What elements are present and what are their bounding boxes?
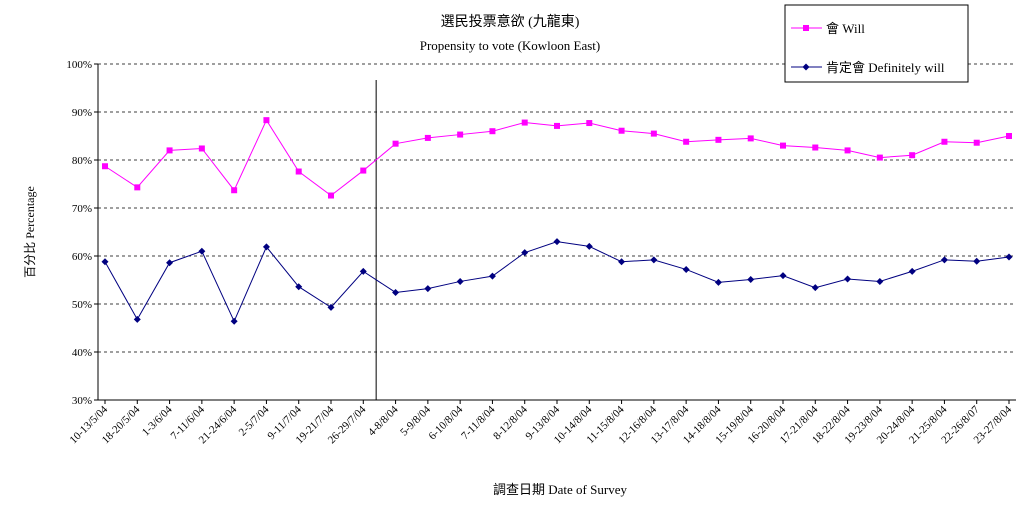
y-tick-label: 40% bbox=[72, 347, 92, 359]
x-tick-label: 6-10/8/04 bbox=[427, 403, 466, 442]
x-tick-labels: 10-13/5/0418-20/5/041-3/6/047-11/6/0421-… bbox=[67, 400, 1014, 446]
data-point bbox=[715, 136, 722, 143]
data-point bbox=[456, 277, 464, 285]
data-point bbox=[198, 145, 205, 152]
data-point bbox=[489, 128, 496, 135]
data-point bbox=[166, 147, 173, 154]
y-tick-label: 90% bbox=[72, 107, 92, 119]
data-point bbox=[553, 238, 561, 246]
series-line bbox=[104, 119, 1010, 197]
data-point bbox=[134, 184, 141, 191]
legend-box bbox=[784, 4, 969, 83]
x-tick-label: 8-12/8/04 bbox=[491, 403, 530, 442]
data-point bbox=[585, 242, 593, 250]
series-layer bbox=[101, 117, 1013, 325]
data-point bbox=[295, 168, 302, 175]
data-point bbox=[1005, 253, 1013, 261]
data-point bbox=[327, 303, 335, 311]
data-point bbox=[263, 117, 270, 124]
legend-will-marker bbox=[803, 25, 809, 31]
axes bbox=[97, 64, 1016, 401]
data-point bbox=[262, 243, 270, 251]
data-point bbox=[488, 272, 496, 280]
data-point bbox=[424, 134, 431, 141]
legend-definitely-will-marker bbox=[802, 63, 810, 71]
data-point bbox=[908, 267, 916, 275]
data-point bbox=[909, 152, 916, 159]
y-tick-label: 100% bbox=[66, 59, 92, 71]
data-point bbox=[359, 267, 367, 275]
data-point bbox=[521, 119, 528, 126]
data-point bbox=[102, 163, 108, 170]
data-point bbox=[586, 120, 593, 127]
legend-entry-definitely-will: 肯定會 Definitely will bbox=[791, 60, 945, 75]
data-point bbox=[683, 138, 690, 145]
data-point bbox=[457, 131, 464, 138]
chart-title: 選民投票意欲 (九龍東) bbox=[441, 13, 580, 30]
series-will bbox=[102, 117, 1012, 199]
chart-subtitle: Propensity to vote (Kowloon East) bbox=[420, 38, 601, 53]
data-point bbox=[973, 257, 981, 265]
data-point bbox=[618, 258, 626, 266]
data-point bbox=[940, 256, 948, 264]
data-point bbox=[682, 265, 690, 273]
data-point bbox=[328, 192, 334, 199]
data-point bbox=[844, 275, 852, 283]
data-point bbox=[295, 283, 303, 291]
data-point bbox=[780, 142, 786, 149]
data-point bbox=[198, 247, 206, 255]
data-point bbox=[973, 139, 980, 146]
y-tick-label: 30% bbox=[72, 395, 92, 407]
y-axis-label: 百分比 Percentage bbox=[23, 186, 37, 278]
data-point bbox=[876, 154, 883, 161]
legend-definitely-will-label: 肯定會 Definitely will bbox=[826, 60, 945, 75]
data-point bbox=[392, 288, 400, 296]
y-tick-label: 60% bbox=[72, 251, 92, 263]
data-point bbox=[230, 317, 238, 325]
data-point bbox=[747, 135, 754, 142]
data-point bbox=[360, 167, 367, 174]
legend: 會 Will 肯定會 Definitely will bbox=[784, 4, 969, 83]
data-point bbox=[844, 147, 851, 154]
gridlines bbox=[98, 63, 1016, 353]
data-point bbox=[779, 272, 787, 280]
legend-entry-will: 會 Will bbox=[791, 21, 865, 36]
data-point bbox=[166, 259, 174, 267]
data-point bbox=[101, 258, 109, 266]
data-point bbox=[812, 144, 819, 151]
data-point bbox=[392, 140, 399, 147]
y-tick-labels: 30% 40% 50% 60% 70% 80% 90% 100% bbox=[66, 59, 98, 407]
x-tick-label: 4-8/8/04 bbox=[366, 403, 401, 438]
data-point bbox=[811, 284, 819, 292]
data-point bbox=[747, 276, 755, 284]
legend-will-label: 會 Will bbox=[826, 21, 865, 36]
x-axis-label: 調查日期 Date of Survey bbox=[493, 482, 627, 497]
data-point bbox=[650, 130, 657, 137]
y-tick-label: 80% bbox=[72, 155, 92, 167]
data-point bbox=[1006, 133, 1012, 139]
data-point bbox=[521, 249, 529, 257]
series-line bbox=[104, 241, 1010, 323]
y-tick-label: 70% bbox=[72, 203, 92, 215]
series-definitely-will bbox=[101, 238, 1013, 325]
data-point bbox=[714, 278, 722, 286]
data-point bbox=[941, 138, 948, 145]
data-point bbox=[231, 187, 238, 194]
data-point bbox=[424, 285, 432, 293]
data-point bbox=[133, 315, 141, 323]
data-point bbox=[650, 256, 658, 264]
data-point bbox=[554, 122, 560, 129]
data-point bbox=[618, 127, 625, 134]
data-point bbox=[876, 277, 884, 285]
y-tick-label: 50% bbox=[72, 299, 92, 311]
